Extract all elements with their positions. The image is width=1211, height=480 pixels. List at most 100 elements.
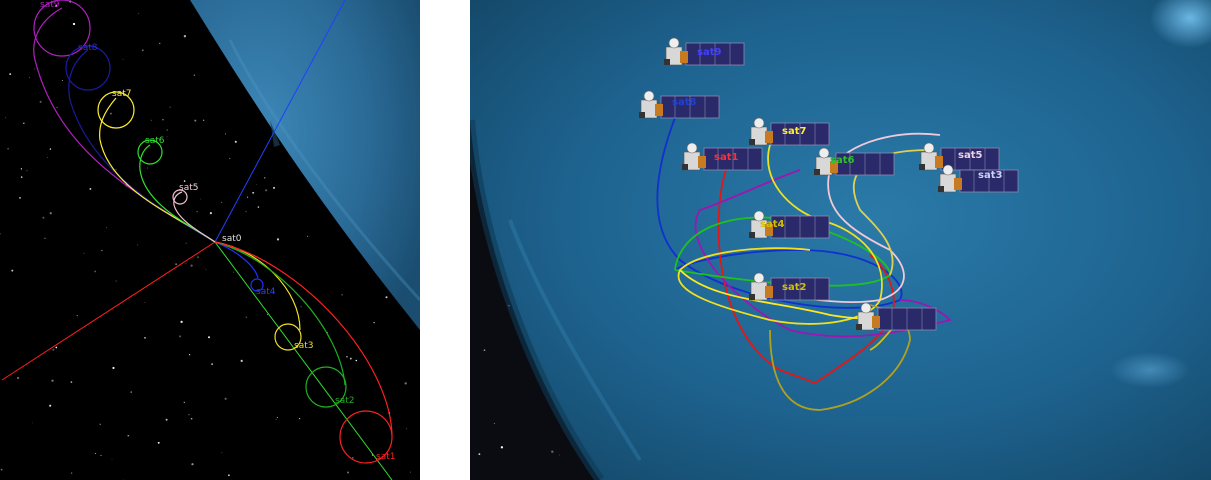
star bbox=[300, 306, 302, 308]
axis-y bbox=[214, 241, 393, 480]
star bbox=[265, 189, 268, 192]
star bbox=[191, 463, 194, 466]
star bbox=[33, 68, 35, 70]
orbit-view-right[interactable]: sat9 sat8 sat7 sat1 sat6 sat5 sat3 sat4 … bbox=[470, 0, 1211, 480]
star bbox=[341, 294, 343, 296]
satellite-icon bbox=[814, 147, 895, 176]
star bbox=[228, 474, 230, 477]
star bbox=[115, 168, 117, 170]
star bbox=[245, 211, 247, 213]
star bbox=[229, 158, 231, 160]
star bbox=[252, 191, 255, 194]
star bbox=[89, 187, 92, 190]
star bbox=[144, 337, 146, 339]
star bbox=[158, 42, 161, 45]
star bbox=[409, 471, 411, 473]
orbit-sat1 bbox=[214, 241, 393, 464]
star bbox=[190, 417, 193, 420]
star bbox=[61, 79, 63, 81]
star bbox=[109, 112, 112, 115]
label-sat5: sat5 bbox=[179, 183, 198, 193]
star bbox=[267, 313, 268, 315]
star bbox=[23, 122, 25, 125]
star bbox=[46, 157, 48, 158]
label-sat6: sat6 bbox=[145, 136, 165, 146]
star bbox=[349, 357, 352, 360]
star bbox=[189, 354, 191, 356]
star bbox=[55, 5, 58, 8]
right-label-sat1: sat1 bbox=[714, 152, 738, 163]
orbit-view-left[interactable]: sat9 sat8 sat7 sat6 sat5 sat0 sat4 sat3 … bbox=[0, 0, 420, 480]
satellite-icon bbox=[682, 142, 763, 171]
star bbox=[202, 119, 205, 121]
star bbox=[307, 235, 309, 237]
label-sat0: sat0 bbox=[222, 234, 242, 244]
star bbox=[52, 348, 55, 351]
star bbox=[20, 168, 23, 170]
star bbox=[101, 249, 103, 252]
star bbox=[150, 119, 152, 121]
orbit-sat4 bbox=[214, 241, 264, 292]
star bbox=[276, 416, 278, 418]
star bbox=[180, 320, 183, 324]
right-label-sat5: sat5 bbox=[958, 150, 982, 161]
star bbox=[185, 263, 187, 265]
star bbox=[127, 434, 130, 437]
star bbox=[147, 167, 149, 169]
star bbox=[100, 454, 102, 456]
star bbox=[72, 22, 76, 26]
star bbox=[233, 271, 235, 273]
star bbox=[224, 397, 227, 400]
star bbox=[32, 422, 33, 424]
star bbox=[245, 316, 248, 318]
star bbox=[207, 336, 211, 339]
star bbox=[137, 244, 139, 246]
star bbox=[166, 129, 169, 131]
star bbox=[500, 446, 504, 449]
star bbox=[39, 100, 42, 103]
star bbox=[49, 212, 52, 215]
star bbox=[56, 106, 58, 109]
star bbox=[185, 242, 187, 244]
star bbox=[9, 73, 12, 76]
trajectory-sat8 bbox=[656, 109, 903, 309]
satellite-icon bbox=[856, 302, 937, 331]
star bbox=[115, 280, 117, 282]
right-label-sat7: sat7 bbox=[782, 126, 806, 137]
star bbox=[183, 35, 187, 38]
star bbox=[493, 422, 495, 424]
star bbox=[221, 201, 223, 203]
star bbox=[352, 457, 354, 459]
label-sat7: sat7 bbox=[112, 89, 131, 99]
star bbox=[179, 335, 182, 338]
star bbox=[165, 418, 168, 421]
star bbox=[42, 216, 45, 219]
star bbox=[190, 264, 193, 267]
orbit-sat5 bbox=[172, 189, 216, 243]
star bbox=[106, 227, 107, 228]
star bbox=[55, 346, 58, 349]
star bbox=[138, 12, 140, 14]
star bbox=[99, 423, 101, 426]
satellite-icon bbox=[749, 272, 830, 301]
star bbox=[240, 359, 243, 363]
star bbox=[5, 117, 7, 119]
star bbox=[166, 135, 168, 137]
orbit-sat2 bbox=[214, 241, 347, 408]
star bbox=[51, 379, 54, 382]
star bbox=[162, 119, 164, 121]
star bbox=[0, 233, 1, 235]
star bbox=[76, 315, 78, 317]
star bbox=[193, 74, 196, 76]
star bbox=[257, 206, 260, 208]
star bbox=[355, 359, 358, 362]
star bbox=[144, 302, 146, 303]
star bbox=[20, 176, 23, 178]
star bbox=[111, 458, 113, 460]
right-label-sat9: sat9 bbox=[697, 47, 721, 58]
star bbox=[83, 252, 85, 254]
label-sat2: sat2 bbox=[335, 396, 354, 406]
star bbox=[558, 454, 560, 456]
star bbox=[183, 180, 186, 182]
star bbox=[255, 184, 257, 185]
